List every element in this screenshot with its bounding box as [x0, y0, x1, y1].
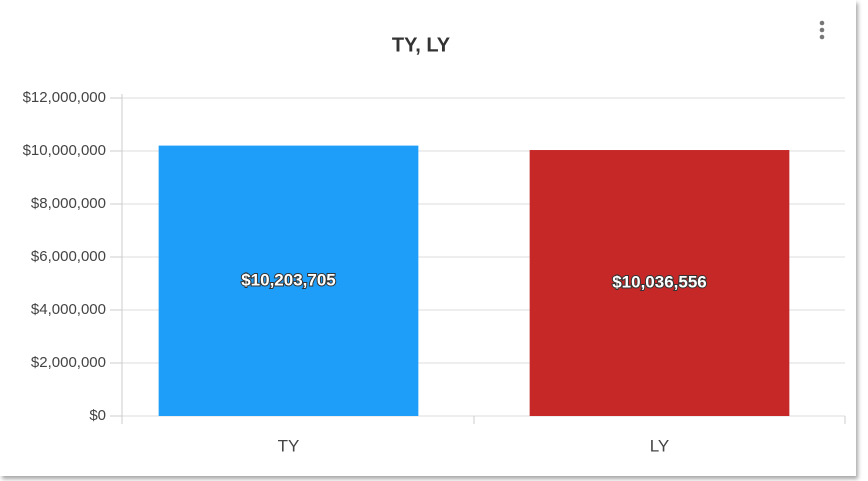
value-label: $10,036,556: [612, 273, 707, 292]
y-tick-label: $4,000,000: [31, 301, 106, 318]
x-tick-label: LY: [650, 436, 670, 455]
menu-dot: [819, 20, 825, 26]
y-tick-label: $8,000,000: [31, 195, 106, 212]
chart-title: TY, LY: [392, 34, 451, 56]
y-tick-label: $10,000,000: [23, 142, 106, 159]
bar: [158, 145, 419, 417]
menu-dot: [819, 27, 825, 33]
menu-button[interactable]: [819, 20, 825, 40]
menu-dot: [819, 34, 825, 40]
bar: [529, 150, 790, 417]
x-tick-label: TY: [278, 436, 300, 455]
y-tick-label: $12,000,000: [23, 89, 106, 106]
y-tick-label: $6,000,000: [31, 248, 106, 265]
y-tick-label: $0: [89, 407, 106, 424]
y-tick-label: $2,000,000: [31, 354, 106, 371]
value-label: $10,203,705: [241, 270, 336, 289]
